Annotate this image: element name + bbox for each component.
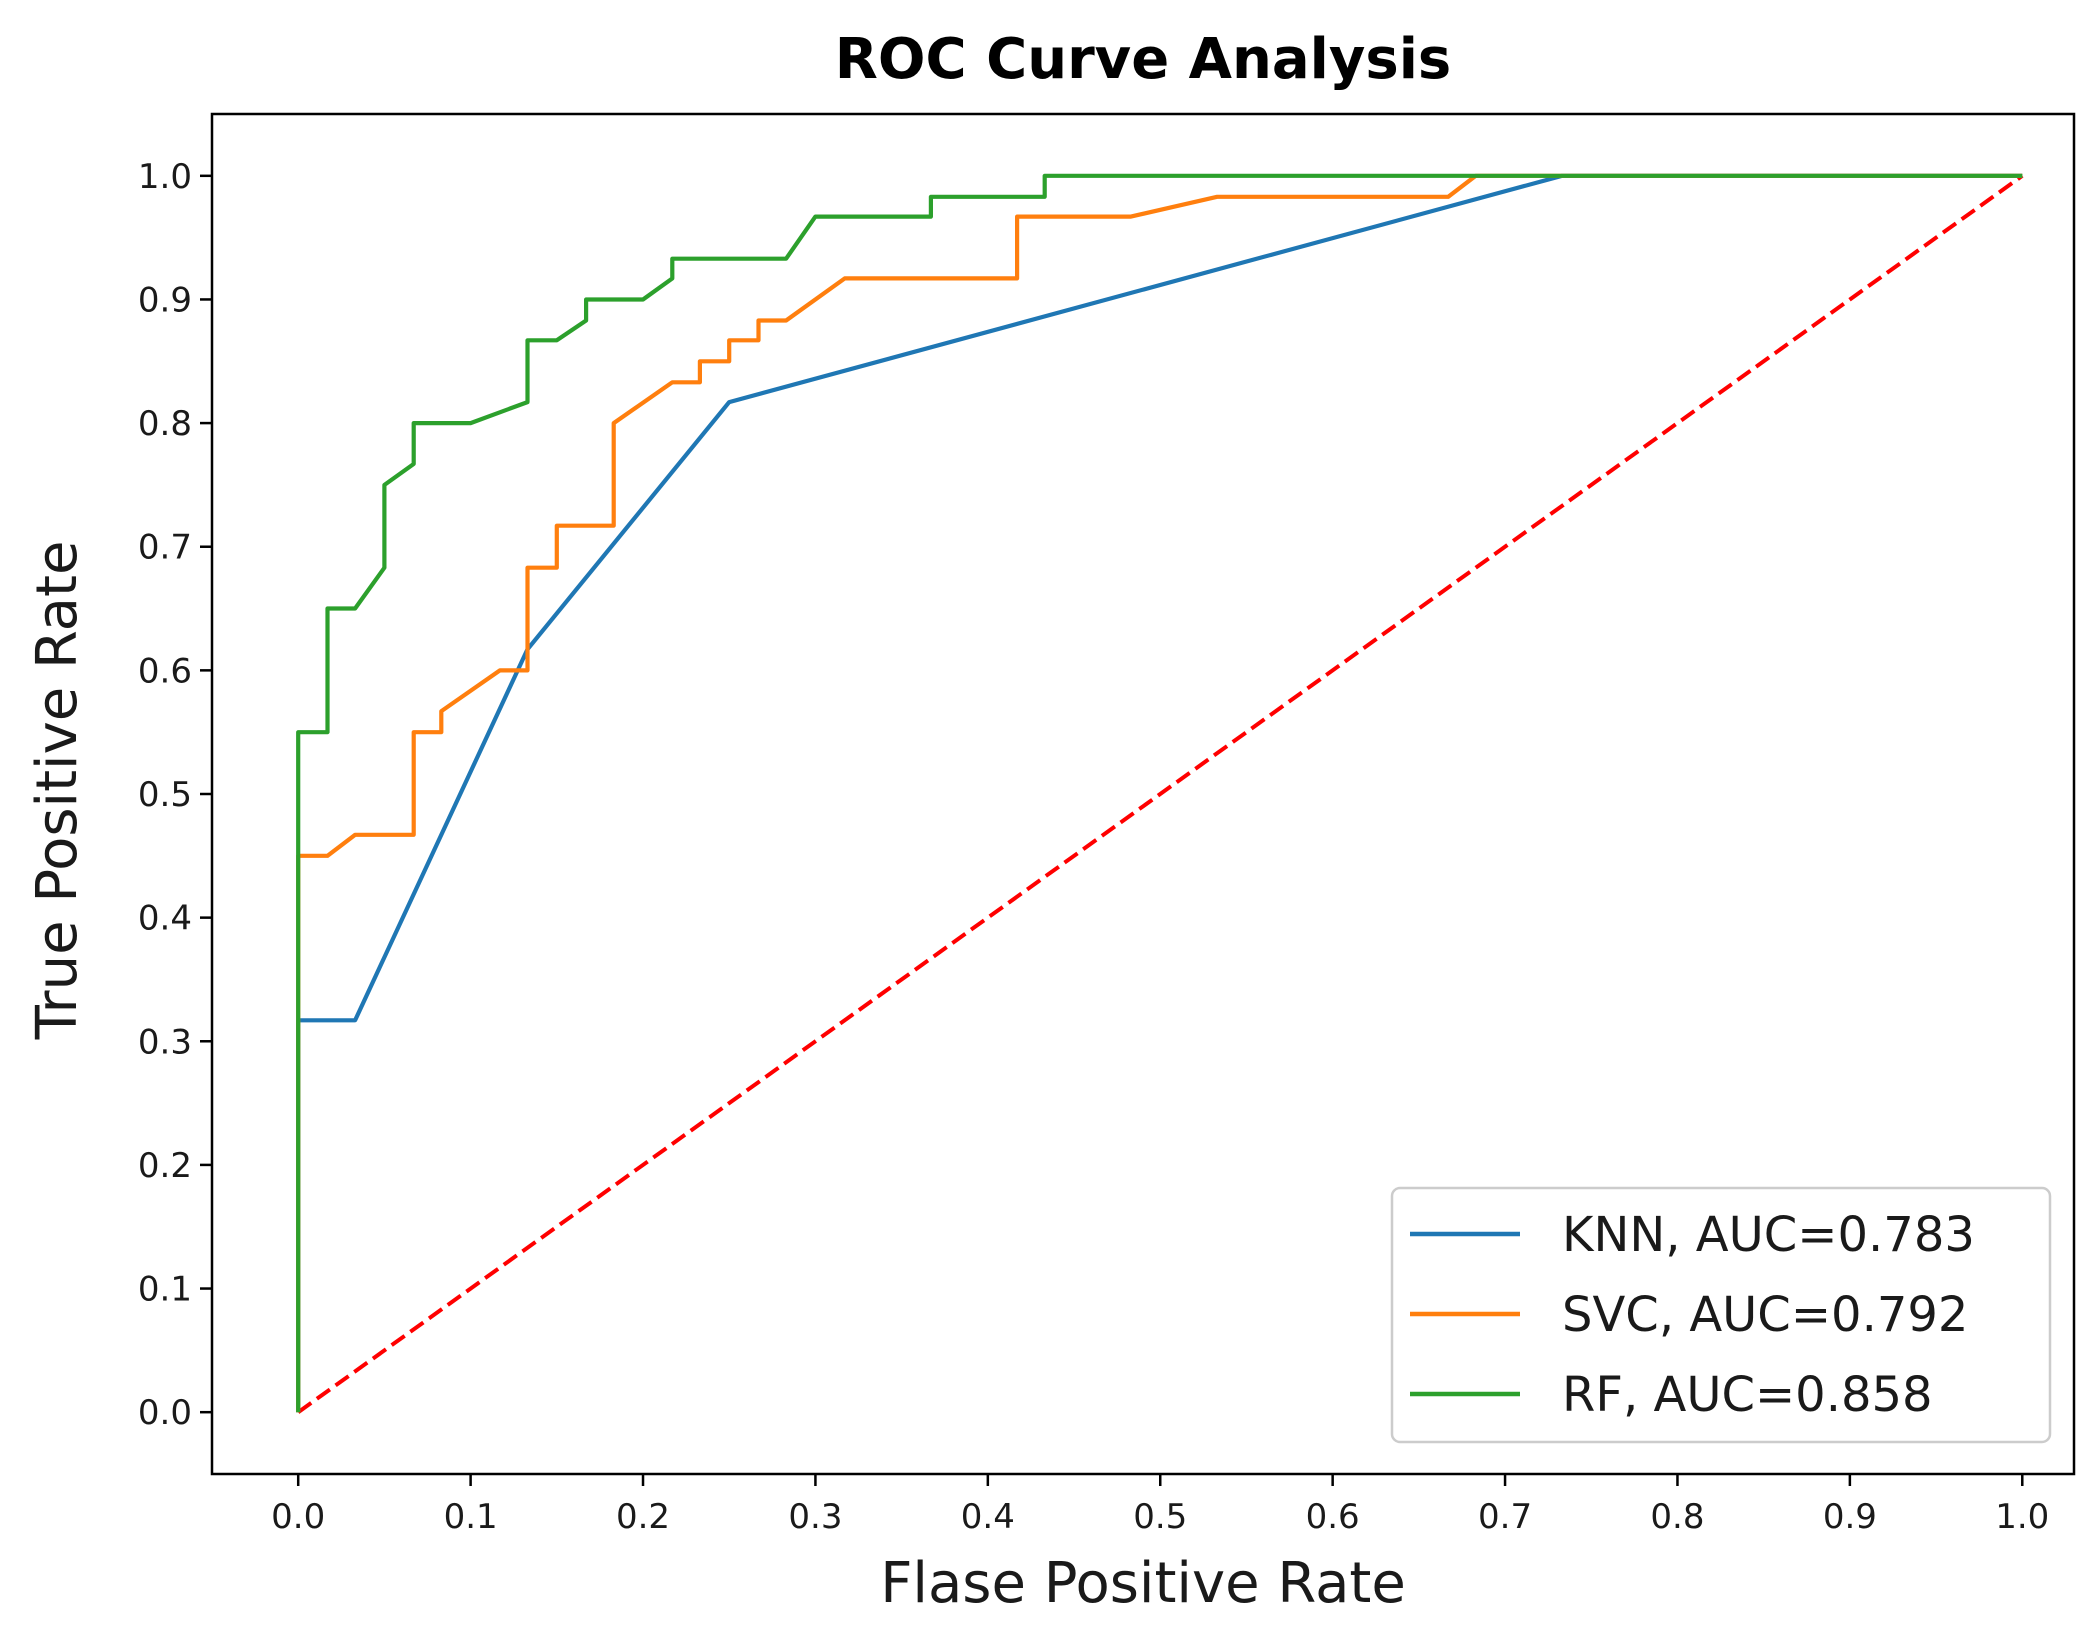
legend-label: RF, AUC=0.858 bbox=[1562, 1367, 1933, 1423]
y-tick-label: 0.9 bbox=[138, 280, 192, 320]
x-tick-label: 0.5 bbox=[1133, 1497, 1187, 1537]
x-tick-label: 1.0 bbox=[1995, 1497, 2049, 1537]
y-tick-label: 0.8 bbox=[138, 404, 192, 444]
series-line-svc bbox=[296, 173, 2023, 1413]
x-tick-label: 0.6 bbox=[1306, 1497, 1360, 1537]
x-axis: 0.0 0.1 0.2 0.3 0.4 0.5 0.6 0.7 0.8 0.9 1.0 bbox=[271, 1474, 2049, 1537]
y-tick-label: 0.3 bbox=[138, 1022, 192, 1062]
series-line-rf bbox=[296, 173, 2023, 1413]
x-tick-label: 0.4 bbox=[961, 1497, 1015, 1537]
legend: KNN, AUC=0.783 SVC, AUC=0.792 RF, AUC=0.85… bbox=[1390, 1186, 2052, 1444]
x-tick-label: 0.7 bbox=[1478, 1497, 1532, 1537]
y-tick-label: 0.6 bbox=[138, 651, 192, 691]
y-tick-label: 1.0 bbox=[138, 157, 192, 197]
x-tick-label: 0.8 bbox=[1650, 1497, 1704, 1537]
y-tick-label: 0.1 bbox=[138, 1270, 192, 1310]
legend-label: KNN, AUC=0.783 bbox=[1562, 1207, 1975, 1263]
y-axis: 0.0 0.1 0.2 0.3 0.4 0.5 0.6 0.7 0.8 0.9 1.0 bbox=[138, 157, 212, 1433]
x-tick-label: 0.1 bbox=[444, 1497, 498, 1537]
x-tick-label: 0.2 bbox=[616, 1497, 670, 1537]
y-axis-label: True Positive Rate bbox=[25, 541, 90, 1041]
y-tick-label: 0.2 bbox=[138, 1146, 192, 1186]
legend-label: SVC, AUC=0.792 bbox=[1562, 1287, 1968, 1343]
legend-box bbox=[1390, 1186, 2052, 1444]
y-tick-label: 0.5 bbox=[138, 775, 192, 815]
x-axis-label: Flase Positive Rate bbox=[880, 1551, 1406, 1616]
series-line-chance bbox=[297, 174, 2024, 1414]
chart-title: ROC Curve Analysis bbox=[835, 27, 1451, 92]
y-tick-label: 0.4 bbox=[138, 899, 192, 939]
y-tick-label: 0.7 bbox=[138, 528, 192, 568]
plot-area bbox=[210, 112, 2076, 1476]
x-tick-label: 0.9 bbox=[1823, 1497, 1877, 1537]
y-tick-label: 0.0 bbox=[138, 1393, 192, 1433]
x-tick-label: 0.3 bbox=[788, 1497, 842, 1537]
x-tick-label: 0.0 bbox=[271, 1497, 325, 1537]
